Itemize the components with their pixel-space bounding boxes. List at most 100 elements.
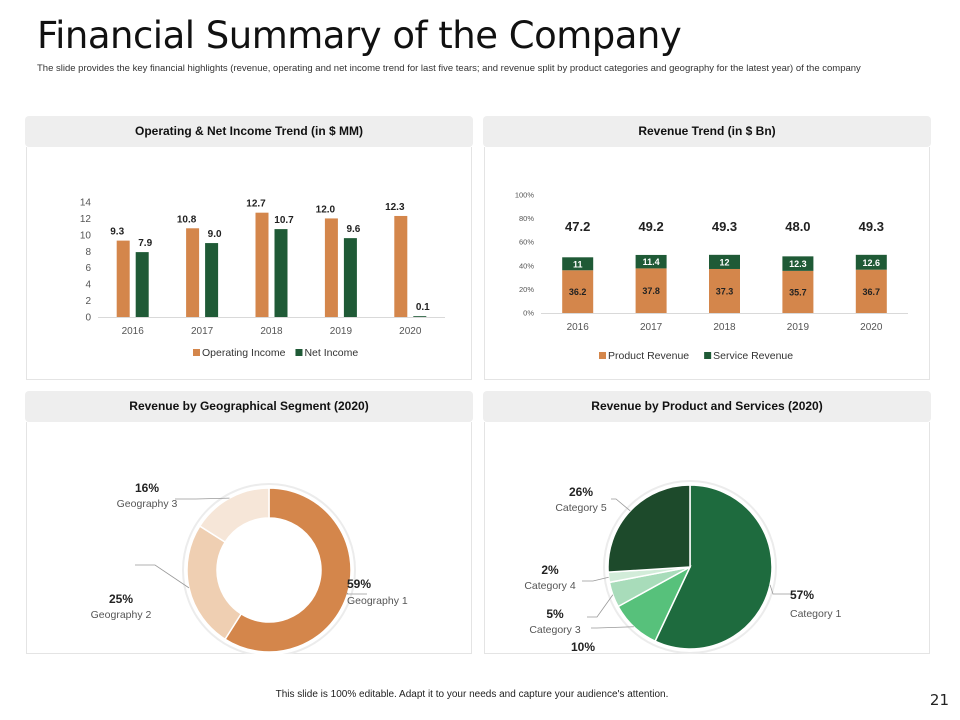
revenue-panel: Revenue Trend (in $ Bn) 0% 20% 40% 60% 80% 10… [483, 116, 931, 380]
data-label: 36.2 [569, 287, 587, 297]
legend-label: Service Revenue [713, 350, 793, 362]
y-tick-label: 0% [523, 309, 534, 318]
bar-0 [324, 218, 338, 317]
bar-segment-1 [855, 254, 887, 270]
bar-segment-0 [782, 270, 814, 313]
bar-segment-1 [709, 254, 740, 269]
pie-slice [607, 484, 691, 573]
total-label: 49.2 [638, 219, 663, 234]
y-tick-label: 100% [515, 191, 535, 200]
revenue-stacked-bar-chart: 0% 20% 40% 60% 80% 100% 36.2 11 47.2 2016 37.8 11.4… [515, 191, 908, 362]
data-label: 37.3 [716, 286, 734, 296]
legend-label: Operating Income [202, 347, 286, 359]
y-tick-label: 2 [85, 296, 91, 307]
data-label: 12.3 [789, 259, 807, 269]
data-label: 11.4 [643, 257, 660, 267]
bar-1 [343, 238, 357, 317]
bar-segment-1 [635, 254, 667, 269]
category-label: Geography 1 [347, 595, 408, 607]
product-panel-title: Revenue by Product and Services (2020) [483, 391, 931, 422]
income-panel-body [26, 147, 472, 380]
x-tick-label: 2018 [260, 326, 283, 337]
category-label: Category 3 [529, 624, 581, 636]
category-label: Category 1 [790, 608, 842, 620]
total-label: 49.3 [712, 219, 737, 234]
x-tick-label: 2020 [860, 322, 883, 333]
x-tick-label: 2018 [713, 322, 736, 333]
y-tick-label: 40% [519, 261, 534, 270]
geo-panel-title: Revenue by Geographical Segment (2020) [25, 391, 473, 422]
product-panel-body [484, 422, 930, 654]
value-label: 10% [571, 640, 595, 654]
y-tick-label: 60% [519, 238, 534, 247]
x-tick-label: 2017 [191, 326, 214, 337]
bar-segment-0 [709, 268, 740, 313]
category-label: Geography 2 [91, 609, 152, 621]
data-label: 10.7 [274, 215, 294, 226]
y-tick-label: 14 [80, 198, 92, 209]
bar-segment-1 [562, 257, 594, 271]
income-panel-title: Operating & Net Income Trend (in $ MM) [25, 116, 473, 147]
x-tick-label: 2016 [122, 326, 145, 337]
legend-swatch [295, 349, 303, 356]
data-label: 12 [719, 257, 729, 267]
leader-line [346, 592, 367, 595]
category-label: Category 4 [524, 580, 576, 592]
bar-0 [394, 215, 408, 317]
y-tick-label: 80% [519, 214, 534, 223]
pie-slice [654, 484, 773, 650]
leader-line [587, 594, 614, 618]
total-label: 48.0 [785, 219, 810, 234]
x-tick-label: 2019 [330, 326, 353, 337]
bar-segment-0 [855, 269, 887, 313]
bar-segment-0 [635, 268, 667, 313]
data-label: 37.8 [642, 286, 660, 296]
y-tick-label: 20% [519, 285, 534, 294]
data-label: 9.6 [346, 224, 360, 235]
y-tick-label: 0 [85, 313, 91, 324]
leader-line [135, 564, 190, 589]
y-tick-label: 6 [85, 263, 91, 274]
leader-line [582, 576, 609, 582]
data-label: 35.7 [789, 287, 807, 297]
y-tick-label: 8 [85, 247, 91, 258]
page-number: 21 [929, 691, 949, 709]
bar-1 [135, 252, 149, 317]
value-label: 2% [541, 563, 559, 577]
revenue-panel-title: Revenue Trend (in $ Bn) [483, 116, 931, 147]
y-tick-label: 10 [80, 230, 92, 241]
legend-swatch [704, 352, 712, 359]
product-pie-chart: 57%Category 110%Category 25%Category 32%… [524, 480, 842, 654]
data-label: 12.0 [316, 204, 336, 215]
value-label: 26% [569, 485, 593, 499]
revenue-panel-body [484, 147, 930, 380]
slide-footer: This slide is 100% editable. Adapt it to… [275, 689, 669, 700]
legend-label: Product Revenue [608, 350, 689, 362]
bar-0 [116, 240, 130, 317]
bar-segment-1 [782, 256, 814, 271]
value-label: 59% [347, 577, 371, 591]
bar-segment-0 [562, 270, 594, 313]
value-label: 16% [135, 481, 159, 495]
x-tick-label: 2017 [640, 322, 663, 333]
legend-swatch [193, 349, 200, 356]
slide-title: Financial Summary of the Company [37, 14, 682, 57]
leader-line [769, 584, 791, 595]
data-label: 7.9 [138, 238, 152, 249]
geo-panel: Revenue by Geographical Segment (2020) 5… [25, 391, 473, 654]
income-panel: Operating & Net Income Trend (in $ MM) 0… [25, 116, 473, 380]
data-label: 12.7 [246, 199, 266, 210]
value-label: 25% [109, 592, 133, 606]
data-label: 9.0 [208, 229, 222, 240]
data-label: 12.6 [863, 258, 881, 268]
data-label: 0.1 [416, 302, 430, 313]
total-label: 49.3 [859, 219, 884, 234]
pie-slice [198, 487, 270, 544]
total-label: 47.2 [565, 219, 590, 234]
x-tick-label: 2016 [567, 322, 590, 333]
bar-0 [255, 212, 269, 317]
data-label: 36.7 [863, 287, 881, 297]
slide-subtitle: The slide provides the key financial hig… [37, 63, 861, 74]
leader-line [591, 626, 634, 629]
data-label: 11 [573, 259, 583, 269]
